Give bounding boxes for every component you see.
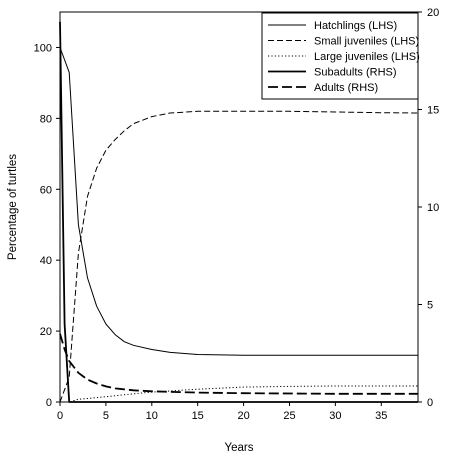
series-line-5 [59, 333, 418, 395]
y-tick-label: 100 [34, 42, 52, 54]
legend-label: Large juveniles (LHS) [314, 51, 420, 63]
x-tick-label: 15 [192, 410, 204, 422]
axis-ticks: 0 5 10 15 20 25 30 35 0 20 40 60 80 100 0 5 10 15 20 [34, 7, 440, 422]
legend: Hatchlings (LHS) Small juveniles (LHS) Lar… [261, 12, 420, 100]
x-tick-label: 30 [329, 410, 341, 422]
legend-label: Hatchlings (LHS) [314, 20, 397, 32]
y2-tick-label: 20 [427, 7, 439, 19]
y2-tick-label: 15 [427, 105, 439, 117]
y-tick-label: 80 [40, 113, 52, 125]
series-line-2 [59, 110, 419, 403]
x-tick-label: 0 [57, 410, 63, 422]
y-tick-label: 20 [40, 326, 52, 338]
series-layer [59, 21, 419, 403]
legend-box [261, 12, 419, 100]
x-axis-title: Years [225, 442, 254, 454]
y2-tick-label: 0 [427, 397, 433, 409]
x-tick-label: 5 [103, 410, 109, 422]
legend-label: Subadults (RHS) [314, 67, 397, 79]
y-tick-label: 40 [40, 255, 52, 267]
x-tick-label: 20 [237, 410, 249, 422]
y-tick-label: 60 [40, 184, 52, 196]
y-axis-title: Percentage of turtles [7, 154, 19, 260]
x-tick-label: 35 [375, 410, 387, 422]
series-line-1 [59, 47, 418, 356]
y-tick-label: 0 [46, 397, 52, 409]
x-tick-label: 25 [283, 410, 295, 422]
series-line-4 [59, 21, 418, 403]
y2-tick-label: 10 [427, 202, 439, 214]
x-tick-label: 10 [146, 410, 158, 422]
series-line-3 [60, 385, 418, 403]
legend-label: Adults (RHS) [314, 82, 378, 94]
legend-label: Small juveniles (LHS) [314, 36, 419, 48]
y2-tick-label: 5 [427, 300, 433, 312]
